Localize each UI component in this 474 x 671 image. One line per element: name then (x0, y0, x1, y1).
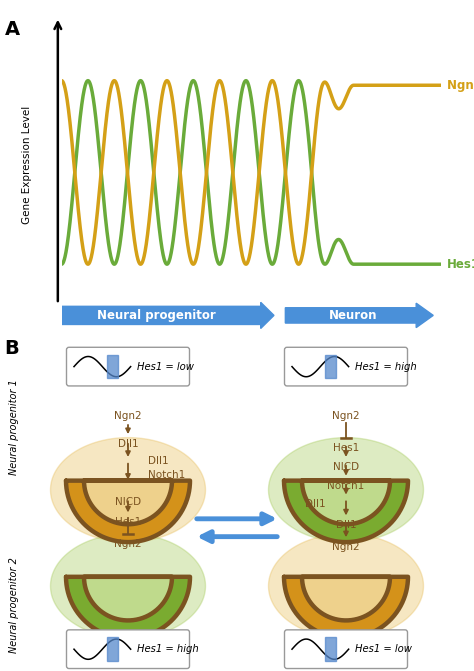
Bar (325, 355, 336, 378)
Text: Hes1 = low: Hes1 = low (137, 362, 194, 372)
Text: Ngn2: Ngn2 (332, 542, 360, 552)
Bar (325, 637, 336, 661)
FancyArrow shape (285, 303, 433, 327)
Text: Neural progenitor: Neural progenitor (97, 309, 216, 322)
Text: Hes1: Hes1 (333, 443, 359, 453)
Text: NICD: NICD (115, 497, 141, 507)
Text: Notch1: Notch1 (328, 480, 365, 491)
FancyBboxPatch shape (284, 630, 408, 668)
FancyArrow shape (62, 303, 274, 329)
Text: Hes1 = high: Hes1 = high (137, 644, 199, 654)
Text: Neural progenitor 1: Neural progenitor 1 (9, 379, 19, 475)
Polygon shape (302, 480, 390, 524)
Text: Hes1: Hes1 (447, 258, 474, 270)
Polygon shape (268, 534, 423, 638)
Text: Dll1: Dll1 (336, 520, 356, 530)
Text: Dll1: Dll1 (118, 439, 138, 449)
Polygon shape (284, 577, 408, 638)
Bar (107, 355, 118, 378)
Polygon shape (302, 577, 390, 621)
Text: Hes1: Hes1 (115, 517, 141, 527)
Polygon shape (51, 534, 206, 638)
Text: Dll1: Dll1 (305, 499, 326, 509)
Text: Ngn2: Ngn2 (114, 411, 142, 421)
Text: B: B (5, 339, 19, 358)
FancyBboxPatch shape (284, 348, 408, 386)
FancyBboxPatch shape (66, 630, 190, 668)
Text: Dll1: Dll1 (148, 456, 169, 466)
Polygon shape (84, 480, 172, 524)
Text: Gene Expression Level: Gene Expression Level (22, 105, 33, 223)
Text: Ngn2: Ngn2 (114, 539, 142, 549)
Text: Neuron: Neuron (329, 309, 378, 322)
Text: Hes1 = low: Hes1 = low (356, 644, 412, 654)
Text: Ngn2, Dll1: Ngn2, Dll1 (447, 79, 474, 92)
Polygon shape (66, 480, 190, 542)
Text: Neural progenitor 2: Neural progenitor 2 (9, 557, 19, 652)
Polygon shape (284, 480, 408, 542)
Polygon shape (84, 577, 172, 621)
Text: A: A (5, 20, 20, 39)
Text: Notch1: Notch1 (148, 470, 185, 480)
FancyBboxPatch shape (66, 348, 190, 386)
Bar (107, 637, 118, 661)
Polygon shape (51, 437, 206, 542)
Polygon shape (66, 577, 190, 638)
Text: NICD: NICD (333, 462, 359, 472)
Text: Hes1 = high: Hes1 = high (356, 362, 417, 372)
Polygon shape (268, 437, 423, 542)
Text: Ngn2: Ngn2 (332, 411, 360, 421)
